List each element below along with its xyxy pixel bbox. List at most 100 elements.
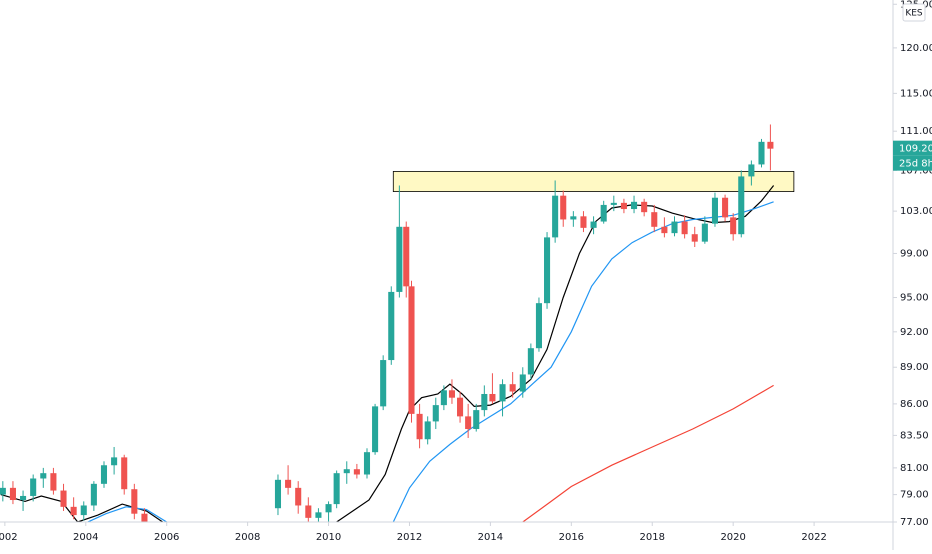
candle-body	[70, 506, 77, 516]
candle-body	[730, 217, 737, 235]
candle-body	[509, 384, 516, 392]
candle-body	[465, 416, 472, 430]
candle-body	[388, 291, 395, 361]
candle-body	[30, 478, 37, 496]
candle-body	[274, 479, 282, 509]
y-tick-label: 81.00	[900, 463, 929, 474]
candle-body	[610, 202, 617, 205]
x-tick-label: 2012	[397, 532, 422, 543]
moving-average	[86, 201, 774, 522]
candle-body	[552, 195, 559, 238]
candle-body	[481, 393, 488, 411]
plot-area	[0, 124, 795, 522]
countdown: 25d 8h	[899, 159, 932, 170]
candle-body	[50, 473, 57, 491]
candle-body	[432, 405, 439, 422]
candle-body	[305, 505, 312, 518]
candle-body	[372, 406, 379, 453]
candle-body	[111, 457, 118, 466]
candle-body	[701, 223, 708, 242]
y-tick-label: 86.00	[900, 399, 929, 410]
candle-body	[424, 421, 431, 440]
candle-body	[691, 234, 698, 242]
candle-body	[738, 176, 745, 235]
x-tick-label: 2020	[720, 532, 745, 543]
y-tick-label: 115.00	[900, 88, 932, 99]
candle-body	[711, 197, 719, 224]
x-tick-label: 2006	[154, 532, 179, 543]
candle-body	[722, 197, 729, 218]
currency-box	[902, 3, 926, 22]
x-tick-label: 2018	[640, 532, 665, 543]
candle-body	[560, 195, 567, 220]
candle-body	[489, 393, 496, 402]
candle-body	[748, 164, 755, 177]
candle-body	[285, 479, 292, 488]
zone	[392, 171, 795, 192]
candle-body	[363, 452, 371, 475]
candle-body	[333, 473, 340, 505]
countdown-box	[893, 155, 932, 171]
y-tick-label: 120.00	[900, 43, 932, 54]
candle-body	[499, 384, 506, 402]
x-tick-label: 2022	[801, 532, 826, 543]
candle-body	[457, 397, 464, 417]
candle-body	[544, 237, 551, 304]
candle-body	[131, 489, 138, 514]
x-tick-label: 2010	[316, 532, 341, 543]
candle-body	[473, 410, 480, 430]
candle-body	[767, 141, 774, 149]
candle-body	[141, 513, 148, 522]
x-tick-label: 2004	[73, 532, 98, 543]
candle-body	[90, 483, 97, 506]
y-tick-label: 111.00	[900, 126, 932, 137]
y-tick-label: 83.50	[900, 430, 929, 441]
y-tick-label: 77.00	[900, 517, 929, 528]
x-tick-label: 2008	[235, 532, 260, 543]
candle-body	[631, 201, 638, 210]
candle-body	[408, 286, 415, 414]
candle-body	[396, 226, 403, 292]
y-tick-label: 95.00	[900, 293, 929, 304]
candle-body	[295, 487, 302, 506]
candle-body	[0, 487, 6, 495]
candle-body	[600, 204, 607, 222]
candle-body	[590, 221, 597, 228]
candle-body	[519, 374, 526, 392]
candle-body	[527, 348, 534, 375]
candle-body	[641, 201, 648, 213]
y-tick-label: 89.00	[900, 362, 929, 373]
candle-body	[671, 221, 678, 234]
candle-body	[440, 390, 447, 406]
x-tick-label: 2014	[478, 532, 503, 543]
moving-average	[522, 384, 774, 522]
x-tick-label: 2002	[0, 532, 18, 543]
y-tick-label: 107.00	[900, 165, 932, 176]
candle-body	[40, 473, 47, 479]
candle-body	[121, 457, 128, 490]
candle-body	[758, 141, 765, 165]
candle-body	[325, 504, 332, 513]
candle-body	[580, 216, 587, 228]
candle-body	[9, 487, 16, 501]
candle-body	[620, 202, 627, 210]
candle-body	[20, 495, 27, 501]
candle-body	[403, 226, 410, 287]
candle-body	[100, 465, 108, 484]
y-tick-label: 79.00	[900, 490, 929, 501]
x-tick-label: 2016	[559, 532, 584, 543]
y-tick-label: 92.00	[900, 327, 929, 338]
y-tick-label: 99.00	[900, 248, 929, 259]
price-label: 109.20	[899, 144, 932, 155]
candle-body	[80, 505, 87, 516]
candle-body	[60, 490, 67, 507]
candle-body	[315, 512, 322, 518]
currency: KES	[905, 9, 923, 19]
candle-body	[570, 216, 577, 220]
candle-body	[661, 226, 668, 234]
candle-body	[448, 390, 455, 398]
candle-body	[343, 469, 350, 474]
